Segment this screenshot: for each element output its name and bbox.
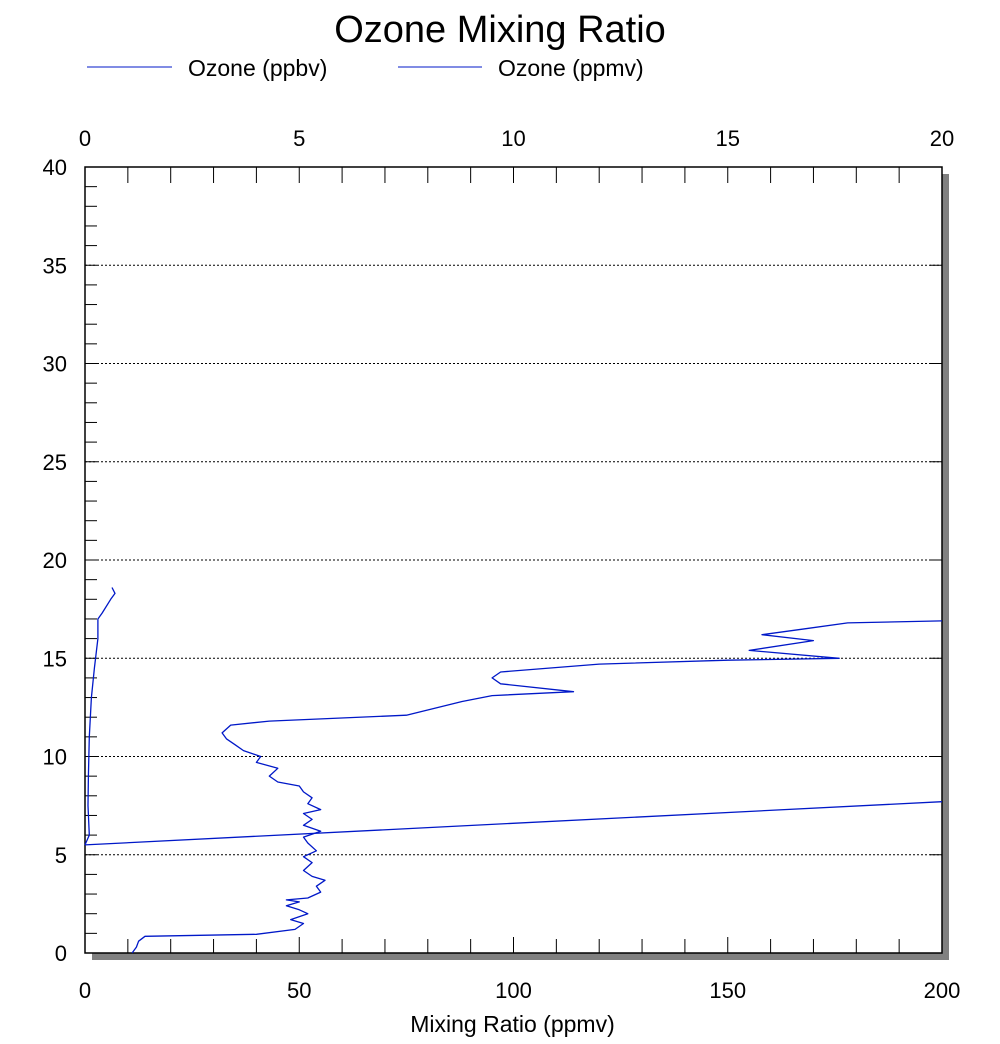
y-tick-label: 10 <box>43 745 67 770</box>
legend-label: Ozone (ppbv) <box>188 55 327 81</box>
frame-shadow-bottom <box>92 953 949 960</box>
y-tick-label: 35 <box>43 253 67 278</box>
series-line-3 <box>84 801 943 846</box>
series-line-2 <box>84 587 116 846</box>
x-bottom-tick-label: 100 <box>495 978 532 1003</box>
frame-shadow-right <box>942 174 949 960</box>
x-bottom-tick-label: 50 <box>287 978 311 1003</box>
x-bottom-tick-label: 0 <box>79 978 91 1003</box>
x-axis-label: Mixing Ratio (ppmv) <box>410 1011 615 1037</box>
chart-title: Ozone Mixing Ratio <box>334 9 666 51</box>
x-top-tick-label: 5 <box>293 126 305 151</box>
y-tick-label: 20 <box>43 548 67 573</box>
x-bottom-tick-label: 200 <box>924 978 961 1003</box>
x-top-tick-label: 20 <box>930 126 954 151</box>
series-line-1 <box>131 620 943 954</box>
y-tick-label: 30 <box>43 352 67 377</box>
y-tick-label: 5 <box>55 843 67 868</box>
x-top-tick-label: 0 <box>79 126 91 151</box>
x-top-tick-label: 15 <box>716 126 740 151</box>
y-tick-label: 0 <box>55 941 67 966</box>
legend-label: Ozone (ppmv) <box>498 55 644 81</box>
y-tick-label: 25 <box>43 450 67 475</box>
y-tick-label: 15 <box>43 646 67 671</box>
x-bottom-tick-label: 150 <box>709 978 746 1003</box>
x-top-tick-label: 10 <box>501 126 525 151</box>
y-tick-label: 40 <box>43 155 67 180</box>
